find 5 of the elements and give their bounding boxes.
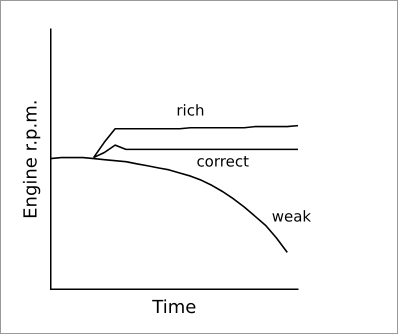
x-axis-title: Time: [151, 296, 196, 318]
series-label: weak: [272, 207, 312, 226]
series-label: correct: [196, 152, 250, 170]
series-label: rich: [176, 102, 204, 120]
y-axis-title: Engine r.p.m.: [20, 100, 42, 219]
